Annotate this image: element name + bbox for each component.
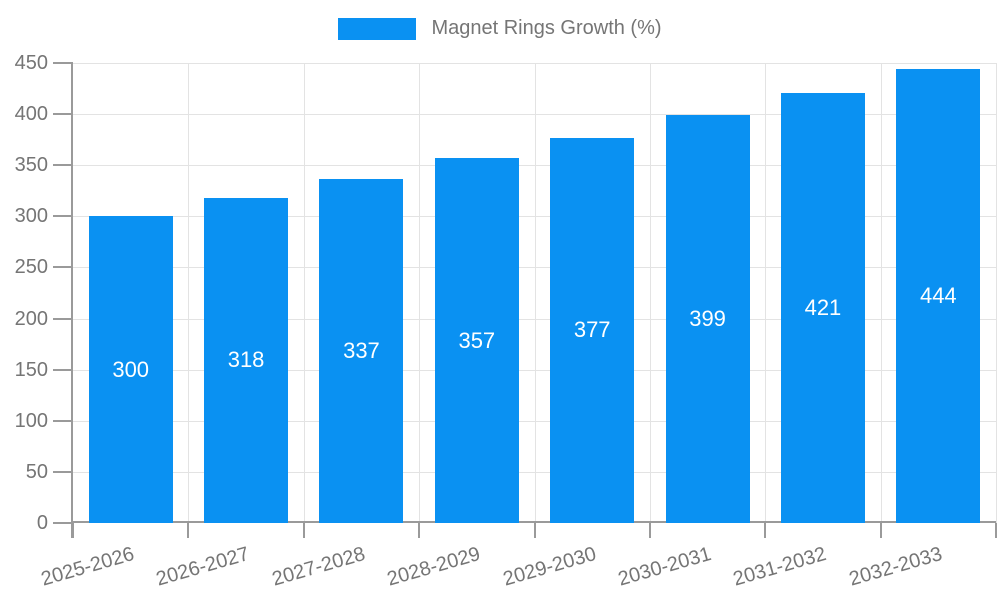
bar-value-label: 300: [112, 356, 150, 382]
x-gridline: [765, 63, 767, 523]
x-axis-tick: [995, 523, 997, 538]
y-axis-tick-label: 100: [14, 409, 48, 432]
y-axis-tick: [53, 368, 73, 371]
bar-2030-2031[interactable]: 399: [665, 115, 750, 523]
bar-value-label: 337: [343, 337, 380, 363]
y-axis-tick: [53, 470, 73, 473]
x-gridline: [996, 63, 997, 523]
x-gridline: [188, 63, 190, 523]
x-axis-tick: [302, 523, 305, 538]
x-axis-category-label: 2026-2027: [154, 543, 253, 591]
legend-label: Magnet Rings Growth (%): [431, 17, 662, 39]
y-axis-tick-label: 300: [14, 205, 48, 228]
x-axis-category-label: 2028-2029: [384, 543, 483, 591]
bar-value-label: 377: [573, 317, 611, 343]
x-axis-tick: [418, 523, 421, 538]
bar-2027-2028[interactable]: 337: [319, 178, 404, 523]
x-gridline: [880, 63, 882, 523]
bar-2031-2032[interactable]: 421: [780, 92, 865, 523]
x-axis-tick: [648, 523, 651, 538]
x-gridline: [303, 63, 305, 523]
y-axis-tick-label: 200: [14, 307, 48, 330]
y-axis-tick: [53, 522, 73, 524]
x-axis-tick: [879, 523, 882, 538]
y-axis-tick-label: 0: [36, 512, 48, 534]
bar-value-label: 318: [227, 347, 265, 373]
bar-2032-2033[interactable]: 444: [896, 69, 981, 523]
x-axis-category-label: 2025-2026: [38, 543, 137, 591]
x-axis-category-label: 2032-2033: [846, 543, 945, 591]
y-axis-tick: [53, 266, 73, 269]
y-axis-tick: [53, 419, 73, 422]
x-gridline: [649, 63, 651, 523]
y-axis-tick-label: 250: [14, 256, 48, 279]
bar-2026-2027[interactable]: 318: [204, 197, 289, 523]
x-axis-category-label: 2029-2030: [500, 543, 599, 591]
y-axis-tick-label: 450: [14, 52, 48, 74]
x-axis-category-label: 2030-2031: [615, 543, 714, 591]
y-axis-tick: [53, 164, 73, 167]
legend-swatch-icon: [338, 17, 417, 40]
x-axis-tick: [764, 523, 767, 538]
x-gridline: [534, 63, 536, 523]
bar-2029-2030[interactable]: 377: [550, 137, 635, 523]
legend-item-magnet-rings[interactable]: Magnet Rings Growth (%): [338, 17, 662, 40]
y-axis-tick: [53, 113, 73, 116]
bar-2028-2029[interactable]: 357: [434, 158, 519, 523]
x-axis-tick: [72, 523, 74, 538]
x-axis-line: [71, 521, 996, 523]
y-axis-tick-label: 350: [14, 154, 48, 177]
bar-value-label: 399: [689, 306, 726, 332]
y-axis-tick-label: 400: [14, 103, 48, 126]
y-axis-tick-label: 150: [14, 358, 48, 381]
y-axis-tick: [53, 215, 73, 218]
y-axis-tick: [53, 62, 73, 64]
x-axis-category-label: 2031-2032: [730, 543, 830, 591]
y-axis-tick-label: 50: [25, 460, 48, 483]
bar-2025-2026[interactable]: 300: [88, 216, 173, 523]
bar-value-label: 357: [458, 327, 496, 353]
x-axis-tick: [533, 523, 536, 538]
y-axis-tick: [53, 317, 73, 320]
x-gridline: [419, 63, 421, 523]
chart-legend: Magnet Rings Growth (%): [0, 17, 1000, 40]
bar-value-label: 421: [804, 294, 842, 320]
bar-value-label: 444: [919, 283, 957, 309]
x-axis-category-label: 2027-2028: [269, 543, 368, 591]
x-axis-tick: [187, 523, 190, 538]
y-axis-line: [71, 63, 73, 538]
